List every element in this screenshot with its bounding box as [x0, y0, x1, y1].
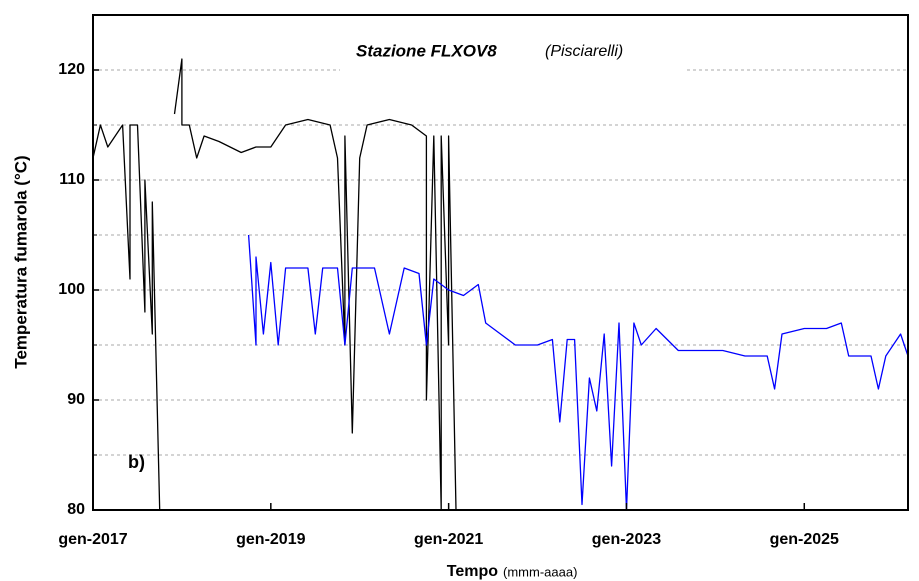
- x-tick-label: gen-2025: [770, 531, 839, 548]
- title-box: [340, 35, 685, 71]
- y-tick-label: 100: [58, 281, 85, 298]
- y-tick-label: 110: [59, 171, 85, 188]
- x-tick-label: gen-2021: [414, 531, 483, 548]
- series-line: [247, 234, 908, 510]
- x-tick-label: gen-2017: [58, 531, 127, 548]
- plot-area: [93, 15, 908, 510]
- annotation: b): [128, 452, 145, 472]
- plot-frame: [92, 14, 909, 511]
- x-axis-unit: (mmm-aaaa): [503, 564, 577, 579]
- y-axis-label: Temperatura fumarola (°C): [11, 155, 30, 368]
- chart-title: Stazione FLXOV8: [356, 41, 497, 60]
- y-tick-label: 90: [67, 391, 85, 408]
- y-tick-label: 80: [67, 501, 85, 518]
- chart-subtitle: (Pisciarelli): [545, 43, 623, 60]
- y-tick-label: 120: [58, 61, 85, 78]
- lines: [93, 58, 908, 510]
- x-axis-label: Tempo: [447, 563, 498, 580]
- x-tick-label: gen-2023: [592, 531, 661, 548]
- x-tick-label: gen-2019: [236, 531, 305, 548]
